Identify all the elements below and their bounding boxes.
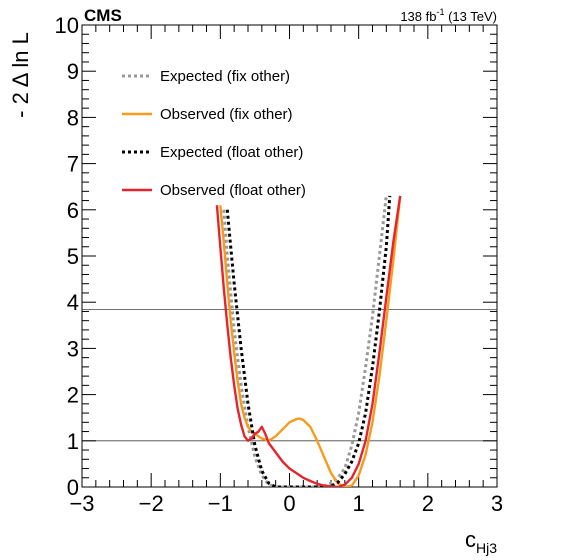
y-tick-label: 10 [55, 13, 79, 38]
x-tick-label: 0 [283, 491, 295, 516]
legend: Expected (fix other) Observed (fix other)… [122, 68, 306, 199]
x-tick-label: −3 [69, 491, 94, 516]
luminosity-exponent: -1 [436, 7, 444, 17]
x-axis-title: cHj3 [465, 527, 497, 556]
legend-label-observed-fix-other: Observed (fix other) [160, 106, 293, 123]
y-tick-label: 5 [67, 244, 79, 269]
axis-ticks [81, 24, 498, 488]
likelihood-curves [215, 195, 402, 487]
luminosity-value: 138 fb [400, 9, 436, 24]
curve-expected-float-other [225, 195, 392, 487]
y-tick-label: 6 [67, 198, 79, 223]
plot-area [81, 24, 498, 488]
y-tick-label: 9 [67, 59, 79, 84]
curve-expected-fix-other [222, 195, 388, 487]
x-tick-labels: −3 −2 −1 0 1 2 3 [69, 491, 503, 516]
y-tick-labels: 0 1 2 3 4 5 6 7 8 9 10 [55, 13, 79, 500]
x-tick-label: 1 [353, 491, 365, 516]
y-tick-label: 3 [67, 336, 79, 361]
legend-label-expected-fix-other: Expected (fix other) [160, 68, 290, 85]
cms-label: CMS [84, 6, 122, 25]
y-tick-label: 1 [67, 429, 79, 454]
curve-observed-fix-other [219, 195, 402, 487]
y-tick-label: 4 [67, 290, 79, 315]
reference-lines [82, 309, 497, 442]
y-tick-label: 8 [67, 105, 79, 130]
x-tick-label: 2 [422, 491, 434, 516]
y-tick-label: 0 [67, 475, 79, 500]
x-tick-label: 3 [491, 491, 503, 516]
x-axis-title-subscript: Hj3 [476, 540, 497, 556]
legend-label-observed-float-other: Observed (float other) [160, 182, 306, 199]
x-tick-label: −1 [208, 491, 233, 516]
legend-label-expected-float-other: Expected (float other) [160, 144, 303, 161]
luminosity-label: 138 fb-1 (13 TeV) [400, 7, 497, 24]
y-axis-title: - 2 Δ ln L [8, 32, 33, 118]
y-tick-label: 2 [67, 383, 79, 408]
x-tick-label: −2 [139, 491, 164, 516]
x-axis-title-main: c [465, 527, 476, 552]
y-tick-label: 7 [67, 152, 79, 177]
curve-observed-float-other [215, 195, 402, 487]
energy-label: (13 TeV) [444, 9, 497, 24]
